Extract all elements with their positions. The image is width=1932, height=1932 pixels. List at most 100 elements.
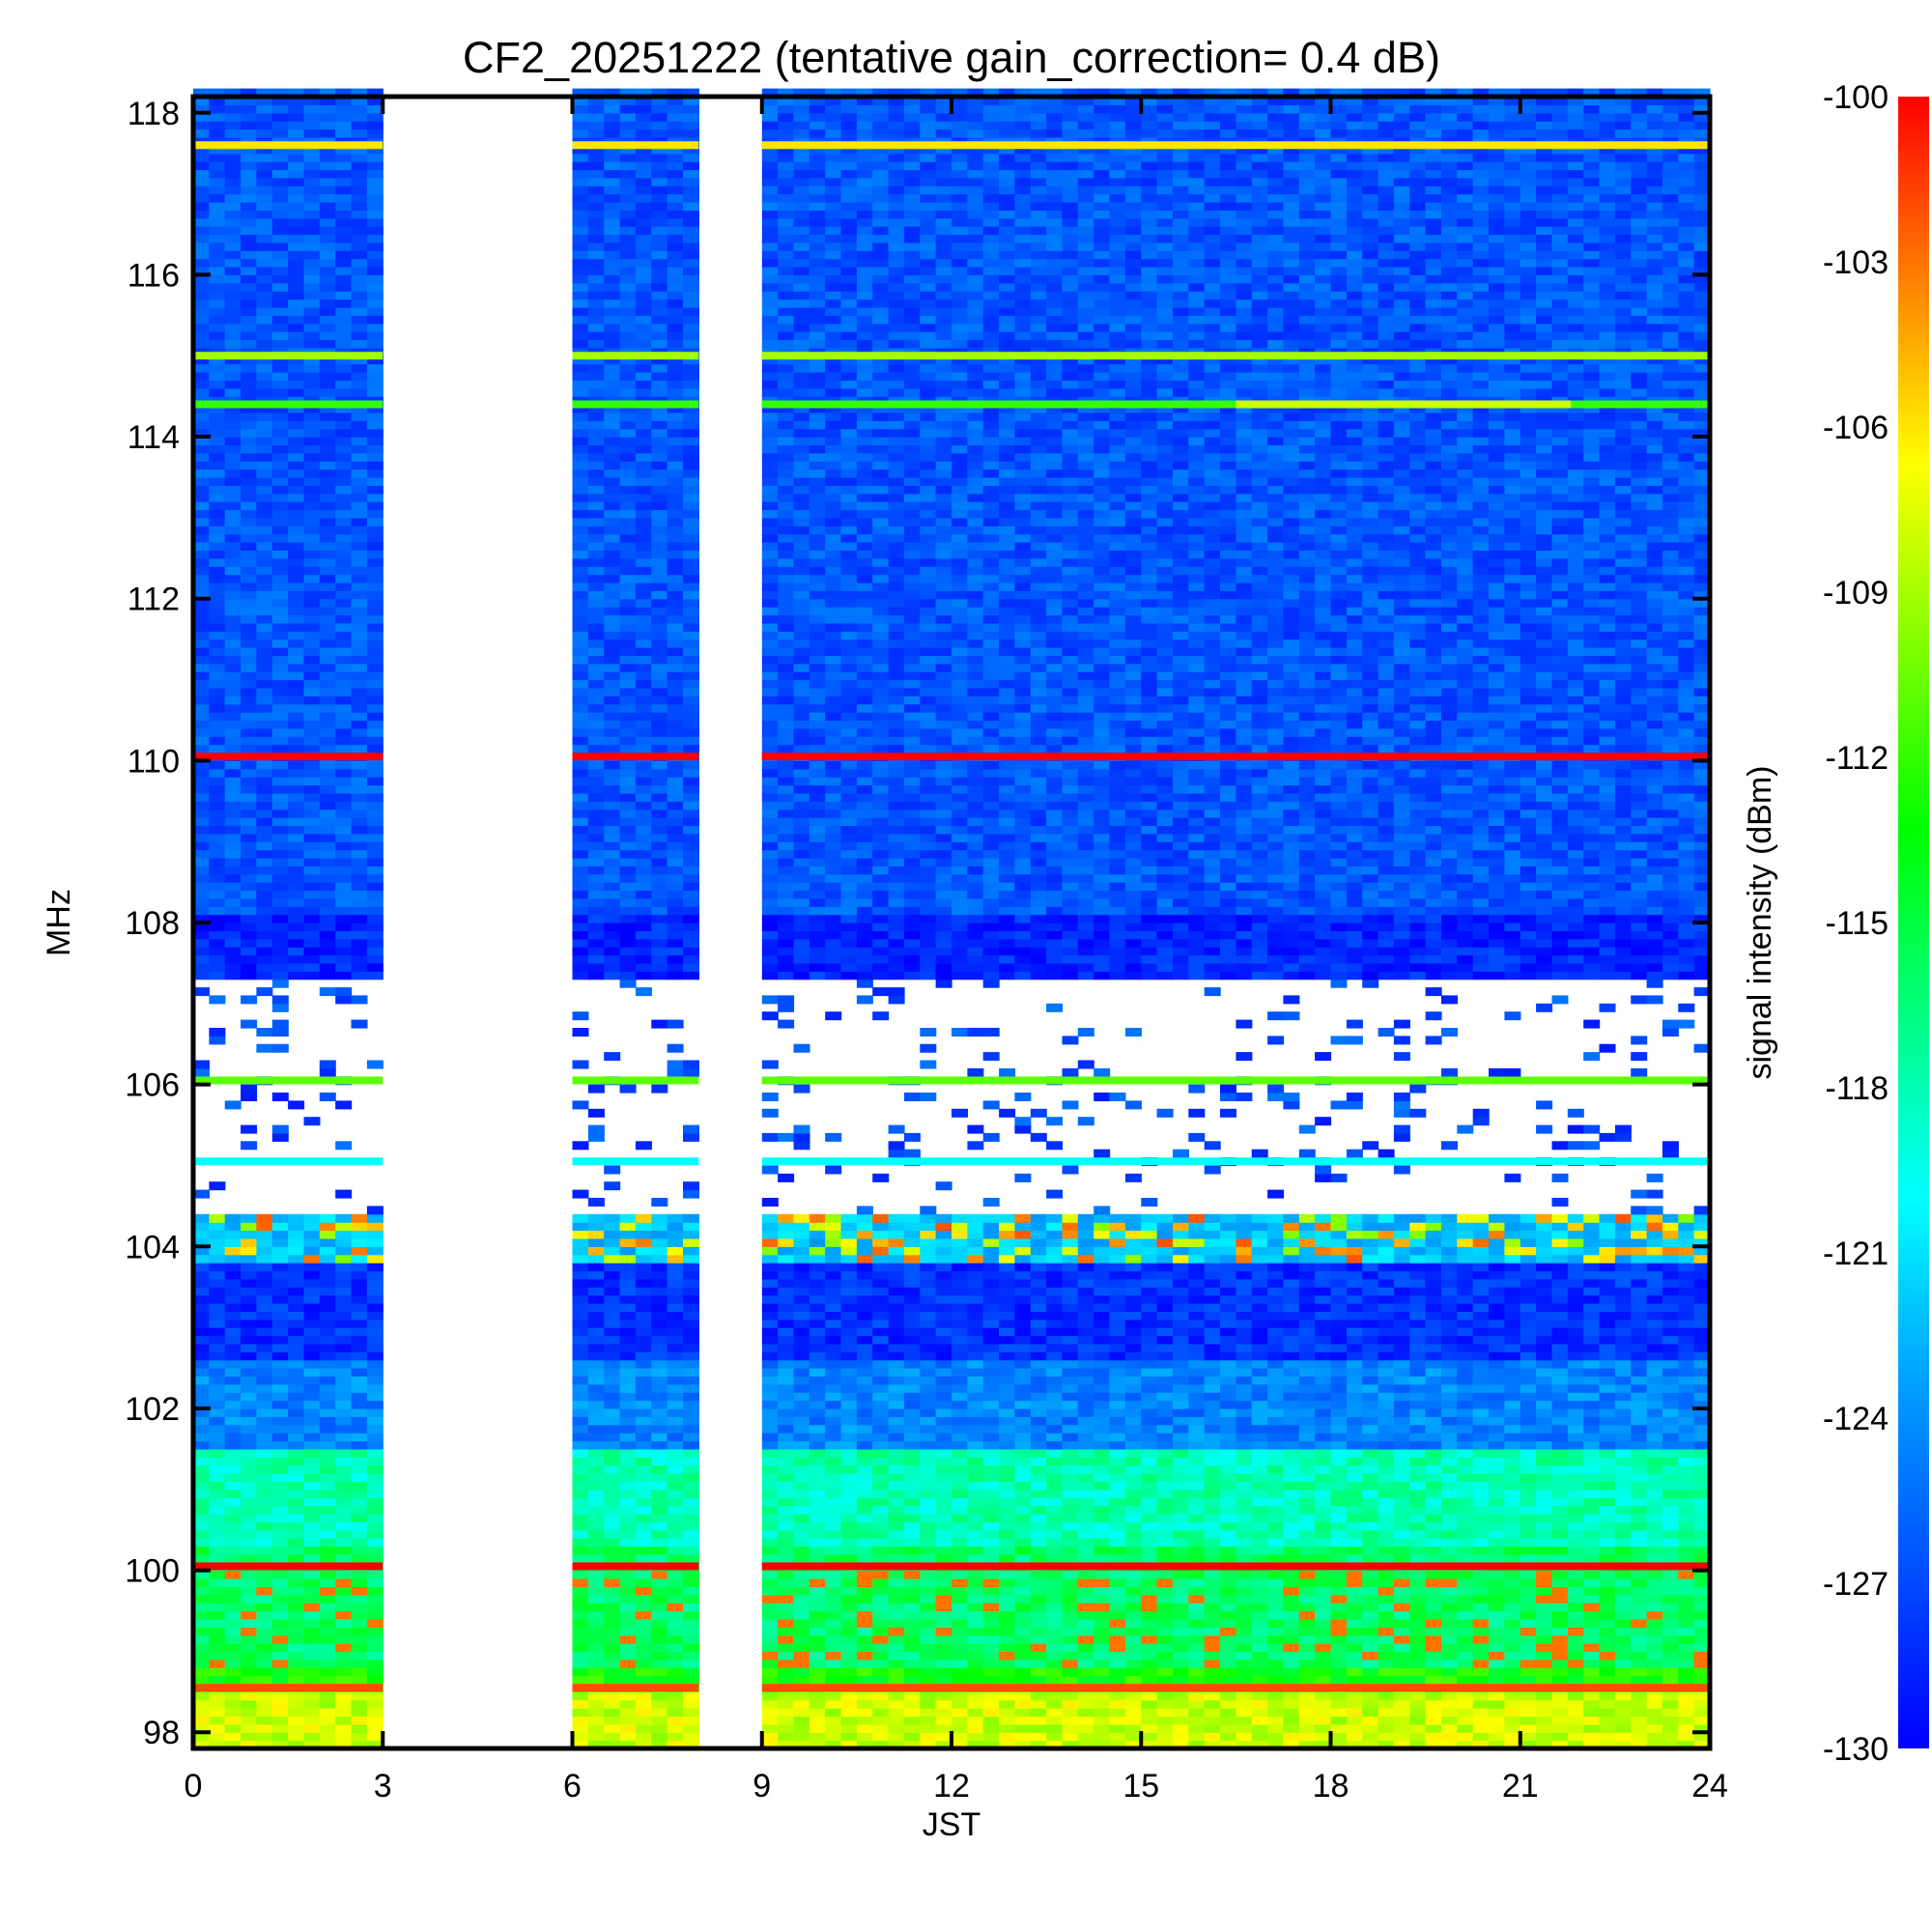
heatmap-cell xyxy=(288,679,305,689)
heatmap-cell xyxy=(303,485,321,495)
heatmap-cell xyxy=(288,655,305,665)
heatmap-cell xyxy=(335,1335,353,1345)
heatmap-cell xyxy=(319,242,336,251)
heatmap-cell xyxy=(224,1578,242,1587)
heatmap-cell xyxy=(256,696,273,705)
heatmap-cell xyxy=(241,1019,258,1029)
heatmap-cell xyxy=(619,542,637,551)
heatmap-cell xyxy=(604,1473,621,1482)
heatmap-cell xyxy=(856,825,873,835)
heatmap-cell xyxy=(288,444,305,454)
heatmap-cell xyxy=(667,550,684,559)
heatmap-cell xyxy=(856,355,873,365)
heatmap-cell xyxy=(683,185,699,195)
heatmap-cell xyxy=(840,598,858,608)
heatmap-cell xyxy=(761,1335,779,1345)
heatmap-cell xyxy=(635,1448,652,1458)
heatmap-cell xyxy=(667,736,684,746)
heatmap-cell xyxy=(856,161,873,171)
heatmap-cell xyxy=(335,1407,353,1417)
heatmap-cell xyxy=(319,323,336,332)
heatmap-cell xyxy=(193,671,210,681)
heatmap-cell xyxy=(778,1513,795,1522)
heatmap-cell xyxy=(209,703,226,713)
heatmap-cell xyxy=(667,1060,684,1069)
heatmap-cell xyxy=(604,1359,621,1369)
heatmap-cell xyxy=(793,1586,810,1596)
heatmap-cell xyxy=(224,590,242,600)
heatmap-cell xyxy=(825,1464,842,1474)
heatmap-cell xyxy=(193,485,210,495)
heatmap-cell xyxy=(667,727,684,737)
heatmap-cell xyxy=(193,1489,210,1498)
heatmap-cell xyxy=(619,923,637,931)
heatmap-cell xyxy=(809,1578,826,1587)
heatmap-cell xyxy=(303,890,321,899)
heatmap-cell xyxy=(604,185,621,195)
heatmap-cell xyxy=(193,1392,210,1402)
heatmap-cell xyxy=(351,1230,368,1239)
heatmap-cell xyxy=(825,1546,842,1555)
heatmap-cell xyxy=(872,825,890,835)
heatmap-cell xyxy=(572,639,589,648)
heatmap-cell xyxy=(572,1473,589,1482)
heatmap-cell xyxy=(761,282,779,292)
heatmap-cell xyxy=(619,128,637,138)
heatmap-cell xyxy=(651,509,668,519)
heatmap-cell xyxy=(856,1351,873,1361)
heatmap-cell xyxy=(271,938,289,948)
heatmap-cell xyxy=(351,1691,368,1701)
heatmap-cell xyxy=(351,866,368,875)
heatmap-cell xyxy=(619,1521,637,1531)
heatmap-cell xyxy=(319,784,336,794)
heatmap-cell xyxy=(366,185,384,195)
heatmap-cell xyxy=(271,1708,289,1718)
heatmap-cell xyxy=(761,1416,779,1426)
heatmap-cell xyxy=(778,1610,795,1620)
heatmap-cell xyxy=(335,1627,353,1636)
heatmap-cell xyxy=(288,177,305,186)
heatmap-cell xyxy=(303,501,321,511)
heatmap-cell xyxy=(209,938,226,948)
heatmap-cell xyxy=(761,444,779,454)
heatmap-cell xyxy=(778,1667,795,1677)
heatmap-cell xyxy=(224,1383,242,1393)
heatmap-cell xyxy=(288,1263,305,1272)
heatmap-cell xyxy=(825,598,842,608)
heatmap-cell xyxy=(635,242,652,251)
heatmap-cell xyxy=(604,736,621,746)
heatmap-cell xyxy=(667,282,684,292)
heatmap-cell xyxy=(587,1084,605,1094)
heatmap-cell xyxy=(761,671,779,681)
heatmap-cell xyxy=(271,533,289,543)
heatmap-cell xyxy=(635,1538,652,1548)
heatmap-cell xyxy=(793,566,810,576)
heatmap-cell xyxy=(587,161,605,171)
heatmap-cell xyxy=(193,242,210,251)
heatmap-cell xyxy=(651,866,668,875)
heatmap-cell xyxy=(335,169,353,179)
heatmap-cell xyxy=(572,315,589,325)
heatmap-cell xyxy=(209,914,226,923)
heatmap-cell xyxy=(241,1740,258,1749)
heatmap-cell xyxy=(193,550,210,559)
heatmap-cell xyxy=(256,1740,273,1749)
heatmap-cell xyxy=(241,833,258,842)
heatmap-cell xyxy=(587,1400,605,1409)
heatmap-cell xyxy=(256,291,273,300)
heatmap-cell xyxy=(209,1270,226,1280)
heatmap-cell xyxy=(241,817,258,826)
heatmap-cell xyxy=(778,542,795,551)
heatmap-cell xyxy=(209,1287,226,1296)
heatmap-cell xyxy=(840,250,858,260)
heatmap-cell xyxy=(209,873,226,883)
heatmap-cell xyxy=(587,1529,605,1539)
heatmap-cell xyxy=(351,923,368,931)
heatmap-cell xyxy=(761,768,779,778)
heatmap-cell xyxy=(241,128,258,138)
heatmap-cell xyxy=(683,493,699,502)
heatmap-cell xyxy=(840,550,858,559)
heatmap-cell xyxy=(288,841,305,851)
heatmap-cell xyxy=(872,493,890,502)
heatmap-cell xyxy=(224,1294,242,1304)
